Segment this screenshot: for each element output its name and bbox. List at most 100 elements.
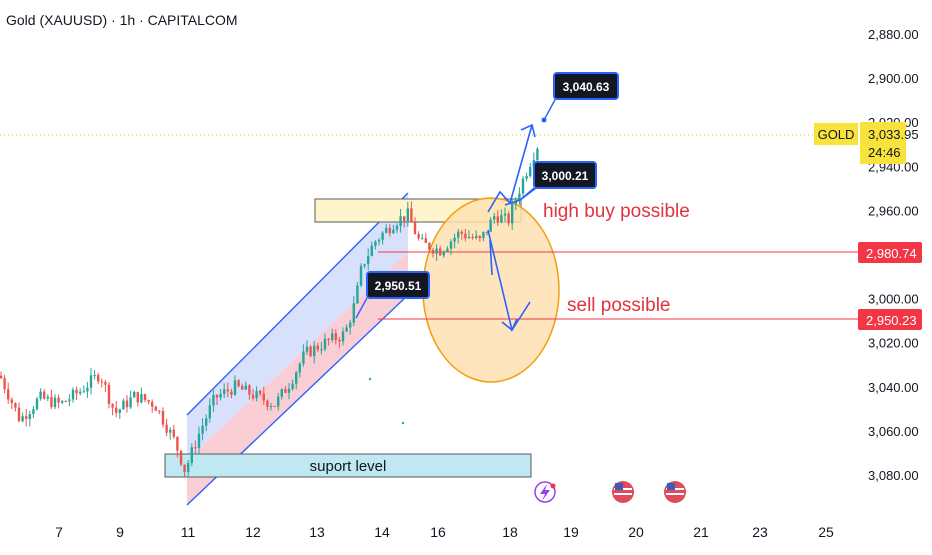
candle-body [424, 238, 427, 243]
candle-body [295, 372, 298, 384]
candle-body [287, 388, 291, 393]
callout-top[interactable]: 3,040.63 [541, 72, 619, 123]
candle-body [107, 384, 111, 404]
candle-body [125, 400, 129, 408]
candle-body [374, 241, 377, 246]
candle-body [277, 396, 280, 407]
candle-body [439, 248, 442, 256]
candle-body [68, 399, 71, 402]
candle-body [0, 375, 3, 379]
time-tick-label: 14 [374, 524, 390, 540]
price-tick-label: 2,880.00 [868, 27, 919, 42]
price-tick-label: 3,080.00 [868, 468, 919, 483]
marker-dot [368, 377, 372, 381]
candle-body [475, 235, 478, 239]
candle-body [183, 464, 186, 473]
candle-body [406, 208, 409, 222]
candle-body [482, 231, 485, 239]
candle-body [334, 333, 337, 341]
price-tick-label: 2,960.00 [868, 203, 919, 218]
candle-body [158, 410, 161, 412]
candle-body [500, 215, 503, 223]
candle-body [115, 407, 118, 413]
candle-body [57, 397, 60, 403]
marker-dot [401, 421, 405, 425]
candle-body [143, 394, 147, 401]
us-flag-icon[interactable] [664, 481, 686, 503]
countdown: 24:46 [868, 145, 901, 160]
candle-body [93, 375, 96, 377]
candle-body [212, 394, 215, 406]
callout-mid[interactable]: 3,000.21 [519, 161, 597, 201]
candle-body [82, 391, 85, 393]
candle-body [284, 389, 287, 393]
candle-body [17, 407, 21, 422]
candle-body [511, 204, 514, 224]
candle-body [46, 396, 49, 399]
candle-body [367, 255, 370, 265]
candle-body [417, 234, 420, 239]
lightning-icon[interactable] [534, 481, 556, 503]
candle-body [349, 322, 352, 328]
price-tick-label: 3,040.00 [868, 380, 919, 395]
candle-body [309, 346, 312, 357]
price-tick-label: 3,000.00 [868, 292, 919, 307]
level-tag-1-bg [858, 242, 922, 263]
candle-body [280, 389, 283, 397]
candle-body [269, 405, 273, 407]
candle-body [226, 389, 229, 392]
candle-body [86, 387, 89, 392]
candle-body [140, 394, 143, 403]
candle-body [179, 450, 183, 465]
time-axis[interactable]: 7 9 11 12 13 14 16 18 19 20 21 23 25 [55, 524, 834, 540]
candle-body [316, 345, 319, 350]
candle-body [89, 375, 93, 388]
arrow-down-head [501, 318, 518, 332]
candle-body [431, 249, 435, 254]
candle-body [273, 405, 276, 407]
candle-body [410, 208, 413, 223]
candle-body [197, 433, 201, 449]
candle-body [25, 416, 28, 419]
callout-top-text: 3,040.63 [563, 80, 610, 94]
candle-body [363, 264, 366, 266]
candle-body [251, 394, 255, 399]
candle-body [478, 235, 481, 239]
candle-body [435, 248, 438, 254]
time-tick-label: 19 [563, 524, 579, 540]
time-tick-label: 25 [818, 524, 834, 540]
us-flag-icon[interactable] [612, 481, 634, 503]
price-tick-label: 3,020.00 [868, 336, 919, 351]
time-tick-label: 11 [181, 524, 196, 540]
candle-body [525, 176, 528, 179]
candle-body [493, 216, 496, 220]
candle-body [100, 381, 103, 383]
time-tick-label: 9 [116, 524, 124, 540]
candle-body [71, 389, 75, 400]
candle-body [3, 378, 6, 390]
candle-body [352, 303, 355, 323]
candle-body [503, 213, 507, 216]
support-zone[interactable] [164, 453, 532, 478]
time-tick-label: 16 [430, 524, 446, 540]
level-tag-2-bg [858, 309, 922, 330]
candle-body [305, 346, 309, 352]
candle-body [50, 396, 53, 408]
candle-body [241, 386, 244, 390]
candles [0, 147, 539, 477]
candle-body [446, 248, 449, 252]
candle-body [381, 232, 384, 240]
price-tick-label: 3,060.00 [868, 424, 919, 439]
candle-body [233, 380, 237, 395]
candle-body [421, 238, 424, 240]
level-tag-2: 2,950.23 [866, 313, 917, 328]
candle-body [161, 411, 165, 425]
candle-body [471, 236, 474, 239]
candle-body [413, 222, 417, 235]
candle-body [359, 265, 363, 286]
candle-body [453, 237, 456, 242]
callout-low[interactable]: 2,950.51 [355, 271, 430, 319]
candle-body [147, 400, 150, 402]
